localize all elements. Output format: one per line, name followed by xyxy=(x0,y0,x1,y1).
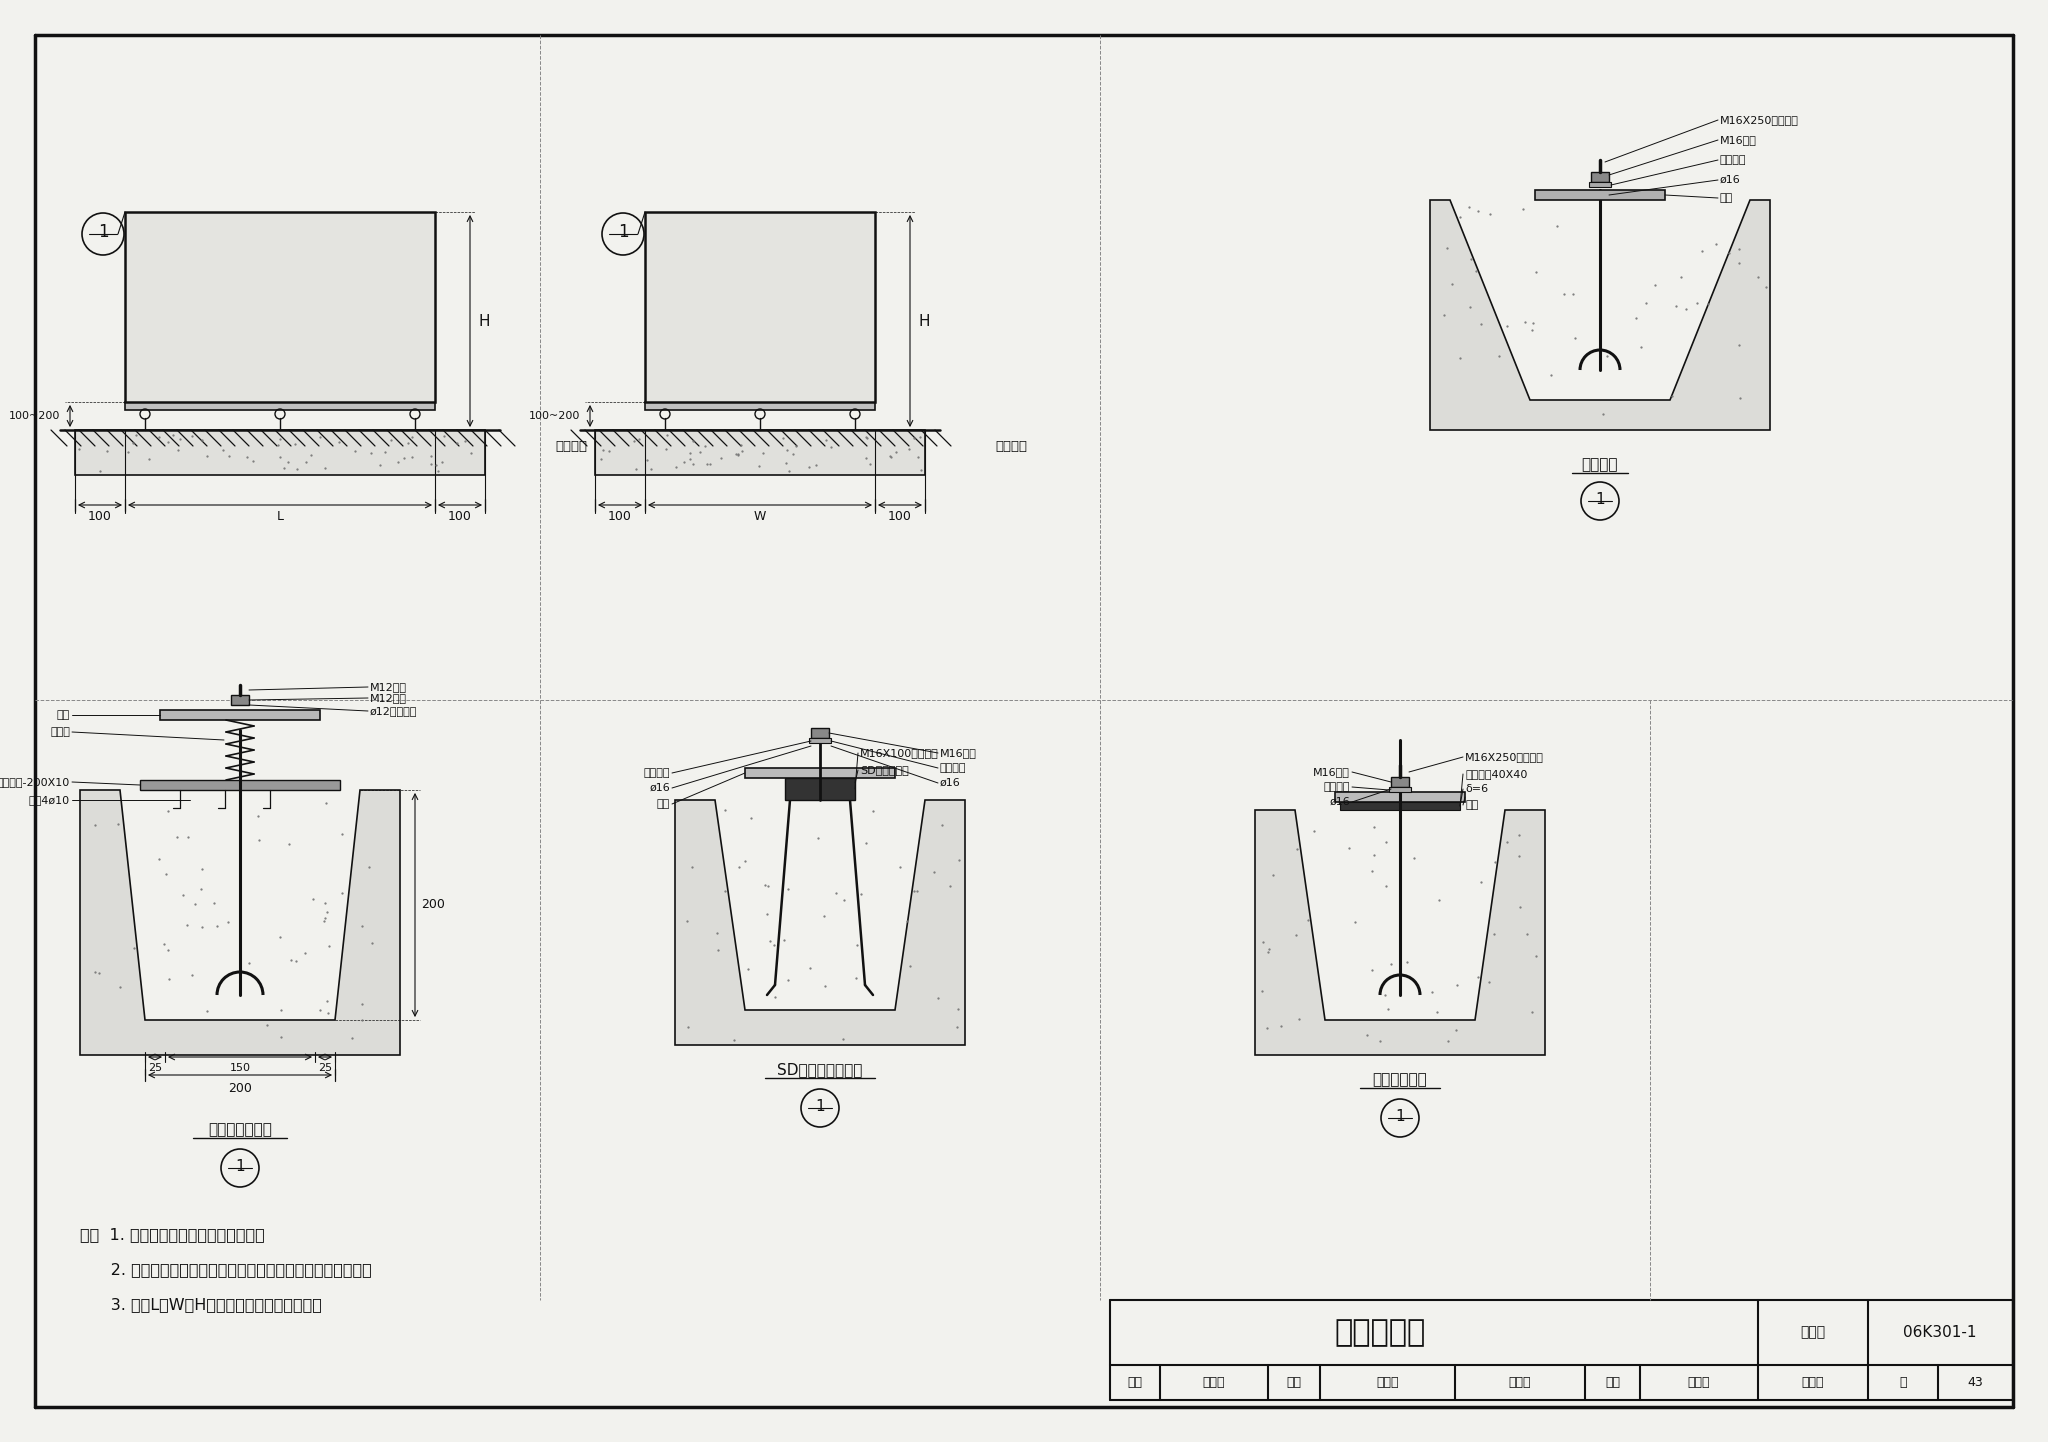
Text: 弹簧垫圈: 弹簧垫圈 xyxy=(1323,782,1350,792)
Text: 橡胶垫片40X40: 橡胶垫片40X40 xyxy=(1464,769,1528,779)
Bar xyxy=(125,212,434,402)
Text: 审核: 审核 xyxy=(1128,1376,1143,1389)
Text: M16X100胀锚螺栓: M16X100胀锚螺栓 xyxy=(860,748,938,758)
Text: 减振器: 减振器 xyxy=(49,727,70,737)
Text: M16X250地脚螺栓: M16X250地脚螺栓 xyxy=(1464,751,1544,761)
Text: 机房地面: 机房地面 xyxy=(995,440,1026,453)
Text: M12螺栓: M12螺栓 xyxy=(371,682,408,692)
Bar xyxy=(811,728,829,738)
Polygon shape xyxy=(76,430,485,474)
Bar xyxy=(1389,787,1411,792)
Text: 设计: 设计 xyxy=(1606,1376,1620,1389)
Bar xyxy=(784,779,854,800)
Text: 06K301-1: 06K301-1 xyxy=(1903,1325,1976,1340)
Bar xyxy=(1591,172,1610,182)
Text: 校对: 校对 xyxy=(1286,1376,1300,1389)
Text: 200: 200 xyxy=(227,1082,252,1094)
Text: 1: 1 xyxy=(236,1158,246,1174)
Text: M16X250地脚螺栓: M16X250地脚螺栓 xyxy=(1720,115,1798,125)
Text: M16螺母: M16螺母 xyxy=(1313,767,1350,777)
Bar xyxy=(125,402,434,410)
Text: 荣长辉: 荣长辉 xyxy=(1688,1376,1710,1389)
Bar xyxy=(1536,190,1665,200)
Text: 1: 1 xyxy=(1395,1109,1405,1123)
Bar xyxy=(1335,792,1464,802)
Bar xyxy=(139,780,340,790)
Text: 1: 1 xyxy=(98,224,109,241)
Text: L: L xyxy=(276,510,283,523)
Bar xyxy=(1589,182,1612,187)
Bar xyxy=(809,738,831,743)
Text: 100: 100 xyxy=(608,510,633,523)
Text: 2. 基础安装方式由设计者根据工程实际环境条件进行选用。: 2. 基础安装方式由设计者根据工程实际环境条件进行选用。 xyxy=(80,1263,373,1278)
Text: 1: 1 xyxy=(618,224,629,241)
Text: 弹簧垫圈: 弹簧垫圈 xyxy=(643,769,670,779)
Text: 页: 页 xyxy=(1898,1376,1907,1389)
Text: H: H xyxy=(918,313,930,329)
Text: SD橡胶减振垫: SD橡胶减振垫 xyxy=(860,766,909,774)
Polygon shape xyxy=(80,790,399,1056)
Text: 200: 200 xyxy=(422,898,444,911)
Text: 图集号: 图集号 xyxy=(1800,1325,1825,1340)
Text: 25: 25 xyxy=(147,1063,162,1073)
Text: 150: 150 xyxy=(229,1063,250,1073)
Polygon shape xyxy=(1255,810,1544,1056)
Text: 落地式安装: 落地式安装 xyxy=(1335,1318,1425,1347)
Bar xyxy=(645,402,874,410)
Bar xyxy=(745,769,895,779)
Bar xyxy=(231,695,250,705)
Text: δ=6: δ=6 xyxy=(1464,784,1489,795)
Text: 100~200: 100~200 xyxy=(528,411,582,421)
Text: 橡胶垫片安装: 橡胶垫片安装 xyxy=(1372,1073,1427,1087)
Text: 弹簧垫圈: 弹簧垫圈 xyxy=(1720,154,1747,164)
Text: ø16: ø16 xyxy=(1329,797,1350,808)
Polygon shape xyxy=(676,800,965,1045)
Text: 100~200: 100~200 xyxy=(10,411,61,421)
Text: 机座: 机座 xyxy=(57,709,70,720)
Text: 预埋钢板-200X10: 预埋钢板-200X10 xyxy=(0,777,70,787)
Polygon shape xyxy=(596,430,926,474)
Bar xyxy=(1391,777,1409,787)
Text: 李运学: 李运学 xyxy=(1202,1376,1225,1389)
Text: 邱本高: 邱本高 xyxy=(1509,1376,1532,1389)
Text: 葛春娟: 葛春娟 xyxy=(1802,1376,1825,1389)
Text: W: W xyxy=(754,510,766,523)
Bar xyxy=(645,212,874,402)
Bar xyxy=(160,709,319,720)
Text: M16螺母: M16螺母 xyxy=(1720,136,1757,146)
Text: 弹簧垫圈: 弹簧垫圈 xyxy=(940,763,967,773)
Text: SD橡胶减振垫安装: SD橡胶减振垫安装 xyxy=(778,1063,862,1077)
Bar xyxy=(1339,802,1460,810)
Text: 1: 1 xyxy=(1595,492,1606,506)
Text: M12螺母: M12螺母 xyxy=(371,694,408,704)
Text: 钢筋4ø10: 钢筋4ø10 xyxy=(29,795,70,805)
Text: 钢性安装: 钢性安装 xyxy=(1581,457,1618,473)
Text: 25: 25 xyxy=(317,1063,332,1073)
Text: M16螺母: M16螺母 xyxy=(940,748,977,758)
Text: 机座: 机座 xyxy=(657,799,670,809)
Text: 100: 100 xyxy=(88,510,113,523)
Text: 机座: 机座 xyxy=(1720,193,1733,203)
Text: 机房地面: 机房地面 xyxy=(555,440,588,453)
Text: 3. 图中L、W和H分别为机组的长、宽和高。: 3. 图中L、W和H分别为机组的长、宽和高。 xyxy=(80,1298,322,1312)
Text: 郜永庆: 郜永庆 xyxy=(1376,1376,1399,1389)
Text: 1: 1 xyxy=(815,1099,825,1113)
Text: 43: 43 xyxy=(1968,1376,1982,1389)
Text: ø12弹簧垫圈: ø12弹簧垫圈 xyxy=(371,707,418,717)
Text: H: H xyxy=(479,313,489,329)
Text: 弹簧减振器安装: 弹簧减振器安装 xyxy=(209,1122,272,1138)
Text: ø16: ø16 xyxy=(940,779,961,787)
Text: ø16: ø16 xyxy=(649,783,670,793)
Text: 机座: 机座 xyxy=(1464,800,1479,810)
Polygon shape xyxy=(1430,200,1769,430)
Text: 100: 100 xyxy=(889,510,911,523)
Text: ø16: ø16 xyxy=(1720,174,1741,185)
Text: 100: 100 xyxy=(449,510,471,523)
Text: 注：  1. 本安装方式适用于土壤上安装。: 注： 1. 本安装方式适用于土壤上安装。 xyxy=(80,1227,264,1243)
